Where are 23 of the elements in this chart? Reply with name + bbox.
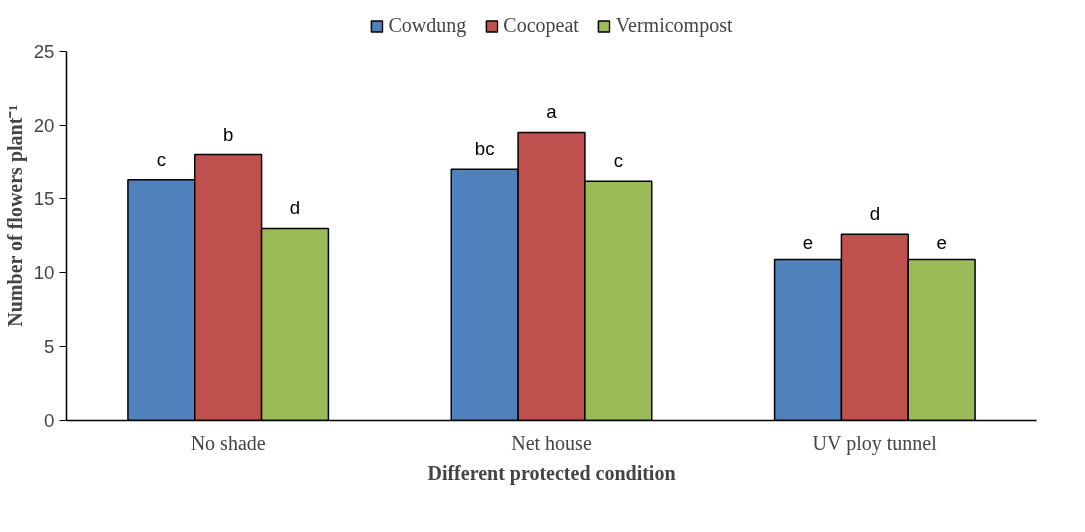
x-axis-title: Different protected condition [427, 461, 676, 485]
legend-label: Vermicompost [615, 14, 733, 37]
y-axis-title: Number of flowers plant⁻¹ [3, 104, 27, 327]
y-tick-label: 5 [44, 336, 55, 358]
y-tick-label: 15 [33, 188, 55, 210]
x-tick-label: Net house [511, 431, 592, 454]
y-tick-label: 20 [33, 114, 55, 136]
x-tick-label: UV ploy tunnel [812, 431, 938, 455]
x-tick-label: No shade [190, 431, 266, 454]
data-label: d [289, 197, 301, 219]
data-label: e [802, 232, 814, 254]
y-tick-label: 10 [33, 262, 55, 284]
data-label: b [222, 123, 234, 145]
data-label: d [869, 203, 881, 225]
data-label: a [546, 101, 558, 123]
y-tick-label: 25 [33, 40, 55, 62]
data-label: bc [474, 138, 495, 160]
legend-label: Cowdung [388, 14, 467, 37]
data-label: c [156, 148, 167, 170]
data-label: e [936, 232, 947, 254]
data-label: c [613, 150, 623, 172]
legend-label: Cocopeat [503, 14, 579, 37]
y-tick-label: 0 [44, 410, 55, 431]
